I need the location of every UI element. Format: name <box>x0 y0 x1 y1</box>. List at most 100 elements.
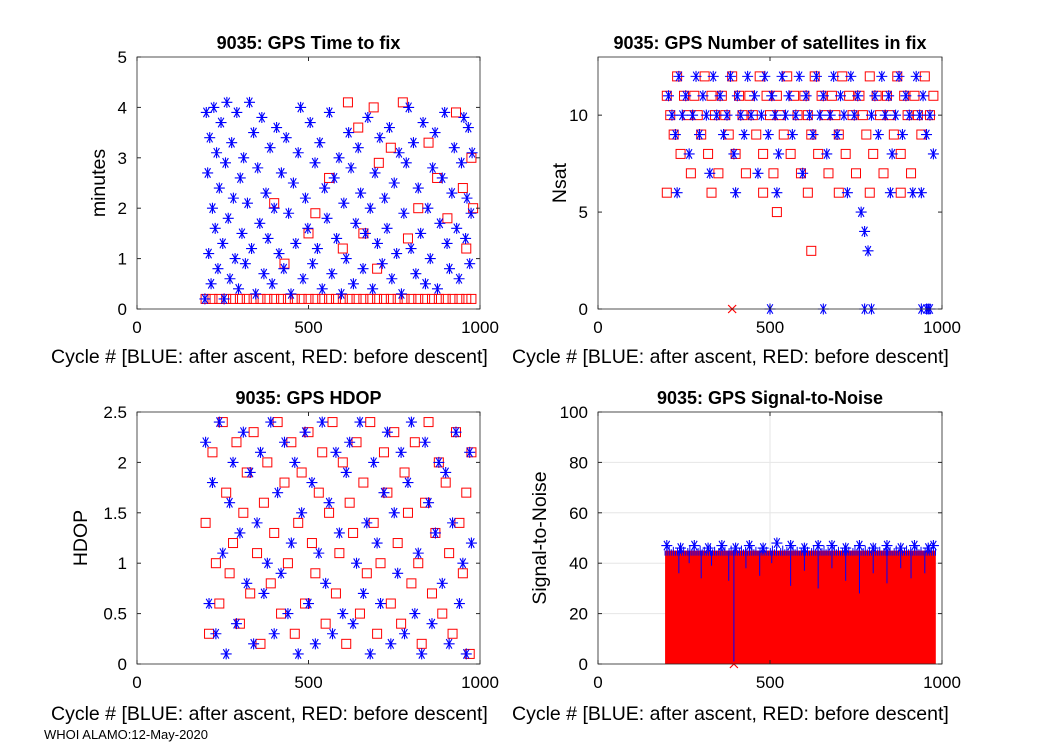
point-after-ascent <box>222 212 234 224</box>
point-after-ascent <box>848 109 860 121</box>
x-tick-label: 0 <box>593 673 602 692</box>
point-after-ascent <box>453 273 465 285</box>
point-after-ascent <box>371 537 383 549</box>
point-before-descent <box>317 447 328 458</box>
point-after-ascent <box>407 137 419 149</box>
point-after-ascent <box>399 628 411 640</box>
point-after-ascent <box>330 446 342 458</box>
point-before-descent <box>447 628 458 639</box>
point-after-ascent <box>361 517 373 529</box>
point-after-ascent <box>769 109 781 121</box>
point-after-ascent <box>422 202 434 214</box>
point-after-ascent <box>234 527 246 539</box>
point-after-ascent <box>402 477 414 489</box>
point-after-ascent <box>409 608 421 620</box>
snr-point-after-ascent <box>840 542 852 554</box>
plot-area <box>137 57 480 309</box>
chart-hdop: 0 500 1000 0 0.5 1 1.5 2 2.5 9035: GPS HDOP Cycle … <box>51 388 499 725</box>
point-after-ascent <box>707 70 719 82</box>
point-after-ascent <box>326 268 338 280</box>
point-after-ascent <box>398 207 410 219</box>
point-before-descent <box>433 293 444 304</box>
point-after-ascent <box>704 167 716 179</box>
point-before-descent <box>238 507 249 518</box>
point-after-ascent <box>212 263 224 275</box>
point-after-ascent <box>443 263 455 275</box>
point-after-ascent <box>900 90 912 102</box>
point-after-ascent <box>755 109 767 121</box>
point-after-ascent <box>693 129 705 141</box>
point-after-ascent <box>237 426 249 438</box>
snr-point-after-ascent <box>730 542 742 554</box>
point-after-ascent <box>752 167 764 179</box>
x-tick-label: 500 <box>294 673 322 692</box>
point-before-descent <box>341 638 352 649</box>
y-tick-label: 100 <box>560 403 588 422</box>
point-after-ascent <box>773 148 785 160</box>
snr-point-after-ascent <box>881 540 893 552</box>
point-after-ascent <box>426 618 438 630</box>
point-after-ascent <box>264 142 276 154</box>
point-after-ascent <box>439 106 451 118</box>
point-after-ascent <box>261 557 273 569</box>
point-before-descent <box>228 538 239 549</box>
point-before-descent <box>399 467 410 478</box>
point-after-ascent <box>711 109 723 121</box>
point-after-ascent <box>273 248 285 260</box>
point-before-descent <box>248 427 259 438</box>
point-before-descent <box>375 558 386 569</box>
point-after-ascent <box>206 202 218 214</box>
point-after-ascent <box>462 122 474 134</box>
point-after-ascent <box>793 70 805 82</box>
snr-point-after-ascent <box>675 542 687 554</box>
point-after-ascent <box>721 109 733 121</box>
point-before-descent <box>423 137 434 148</box>
point-after-ascent <box>239 258 251 270</box>
y-tick-label: 2 <box>118 199 127 218</box>
point-after-ascent <box>224 273 236 285</box>
point-before-descent <box>221 487 232 498</box>
point-before-descent <box>461 487 472 498</box>
point-after-ascent <box>357 263 369 275</box>
point-after-ascent <box>238 152 250 164</box>
point-before-descent <box>426 293 437 304</box>
point-after-ascent <box>759 70 771 82</box>
point-after-ascent <box>333 527 345 539</box>
point-after-ascent <box>272 487 284 499</box>
point-before-descent <box>320 618 331 629</box>
point-before-descent <box>337 457 348 468</box>
point-after-ascent <box>306 477 318 489</box>
point-before-descent <box>740 168 751 179</box>
point-after-ascent <box>762 129 774 141</box>
y-tick-label: 40 <box>569 554 588 573</box>
point-after-ascent <box>400 157 412 169</box>
point-before-descent <box>372 293 383 304</box>
point-before-descent <box>344 293 355 304</box>
point-before-descent <box>334 548 345 559</box>
point-after-ascent <box>230 618 242 630</box>
point-before-descent <box>327 417 338 428</box>
plot-area <box>598 57 942 309</box>
point-before-descent <box>378 447 389 458</box>
snr-point-after-ascent <box>853 540 865 552</box>
point-before-descent <box>864 187 875 198</box>
point-after-ascent <box>289 456 301 468</box>
point-after-ascent <box>302 222 314 234</box>
point-after-ascent <box>343 127 355 139</box>
point-after-ascent <box>872 129 884 141</box>
point-after-ascent <box>220 648 232 660</box>
point-after-ascent <box>464 446 476 458</box>
point-before-descent <box>406 293 417 304</box>
point-after-ascent <box>299 192 311 204</box>
point-after-ascent <box>821 148 833 160</box>
y-tick-label: 80 <box>569 453 588 472</box>
point-before-descent <box>823 168 834 179</box>
point-after-ascent <box>776 70 788 82</box>
y-tick-label: 1 <box>118 554 127 573</box>
point-after-ascent <box>914 109 926 121</box>
point-before-descent <box>245 588 256 599</box>
point-after-ascent <box>229 253 241 265</box>
point-before-descent <box>262 457 273 468</box>
point-before-descent <box>373 157 384 168</box>
